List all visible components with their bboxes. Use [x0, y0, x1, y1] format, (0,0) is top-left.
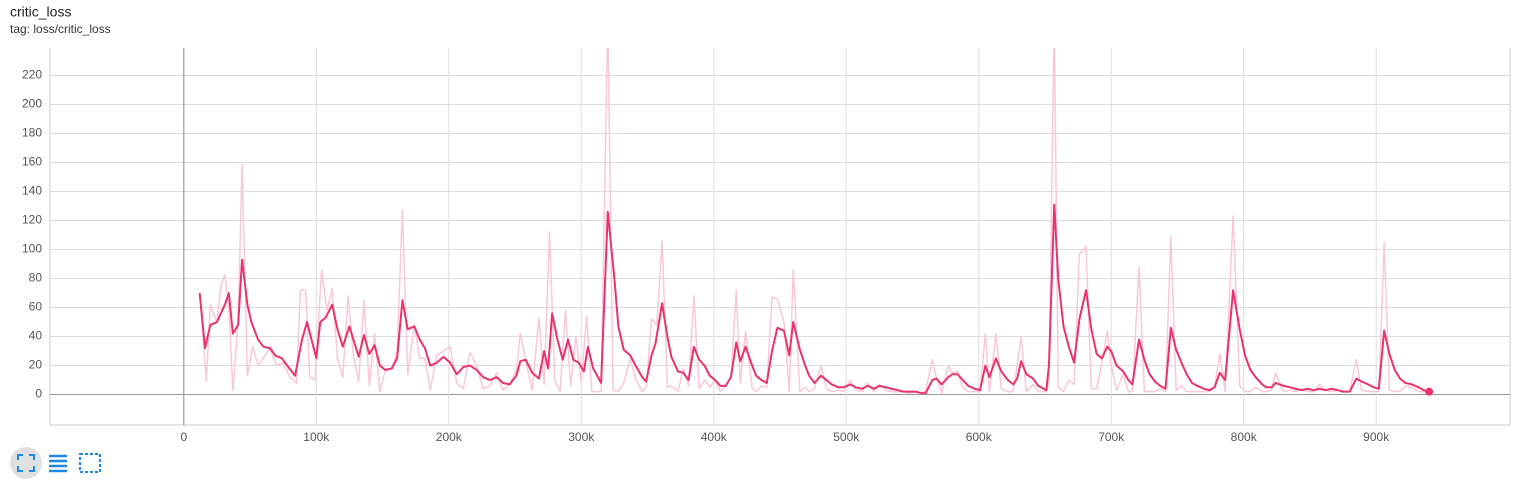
y-tick-label: 20 — [29, 358, 43, 372]
select-icon[interactable] — [79, 453, 101, 473]
x-tick-label: 400k — [701, 430, 728, 444]
grid — [49, 48, 1511, 426]
y-tick-label: 80 — [29, 271, 43, 285]
series-line — [198, 203, 1430, 395]
x-tick-label: 700k — [1098, 430, 1125, 444]
y-tick-label: 200 — [22, 97, 42, 111]
plot — [198, 48, 1430, 395]
x-tick-label: 600k — [966, 430, 993, 444]
y-tick-label: 160 — [22, 155, 42, 169]
y-tick-label: 100 — [22, 242, 42, 256]
x-tick-label: 900k — [1363, 430, 1390, 444]
x-tick-label: 200k — [436, 430, 463, 444]
series-line — [198, 48, 1430, 394]
end-point — [1425, 387, 1434, 396]
fit-button-bg[interactable] — [10, 447, 42, 479]
x-tick-label: 300k — [568, 430, 595, 444]
y-tick-label: 220 — [22, 68, 42, 82]
x-tick-label: 100k — [303, 430, 330, 444]
chart-title: critic_loss — [10, 4, 71, 20]
toolbar — [10, 447, 101, 479]
ticks: 0 20 40 60 80 100 120 140 160 180 200 220 0 100k 200k 3… — [22, 68, 1434, 444]
y-tick-label: 140 — [22, 184, 42, 198]
y-tick-label: 60 — [29, 300, 43, 314]
y-tick-label: 120 — [22, 213, 42, 227]
x-tick-label: 500k — [833, 430, 860, 444]
y-tick-label: 180 — [22, 126, 42, 140]
chart-subtitle: tag: loss/critic_loss — [10, 22, 111, 36]
y-tick-label: 0 — [35, 387, 42, 401]
fit-icon[interactable] — [17, 454, 35, 472]
y-tick-label: 40 — [29, 329, 43, 343]
x-tick-label: 0 — [180, 430, 187, 444]
x-tick-label: 800k — [1231, 430, 1258, 444]
log-icon[interactable] — [49, 454, 67, 473]
